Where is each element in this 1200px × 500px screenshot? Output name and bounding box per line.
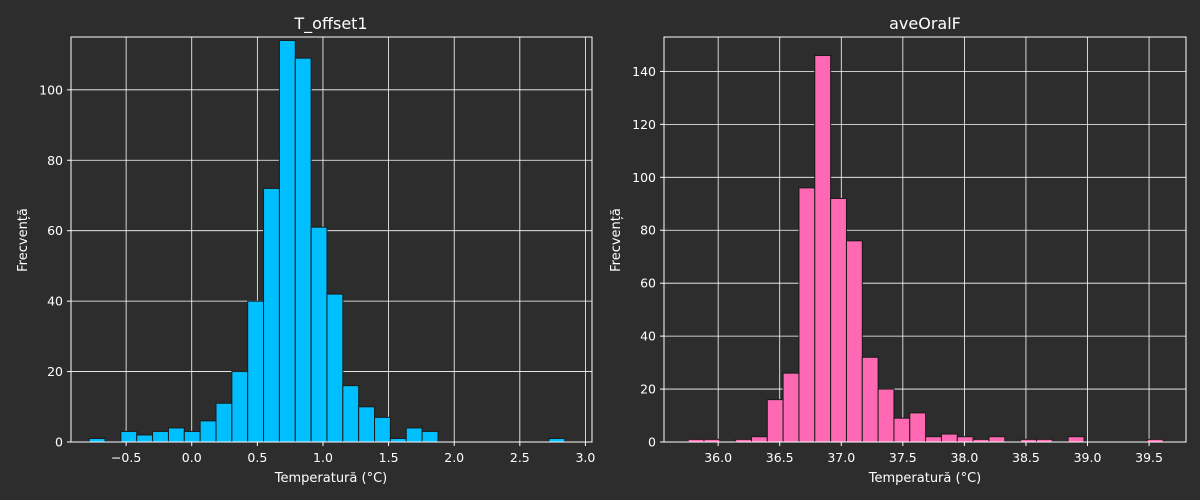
histogram-bar — [183, 430, 201, 443]
histogram-bar — [766, 399, 784, 443]
y-tick-label: 60 — [640, 276, 656, 291]
histogram-bar — [405, 427, 423, 443]
histogram-bar — [374, 416, 391, 443]
histogram-bar — [782, 372, 800, 443]
y-tick-label: 0 — [55, 435, 63, 450]
y-tick-label: 100 — [632, 170, 656, 185]
histogram-bar — [120, 430, 138, 443]
histogram-bar — [247, 300, 265, 443]
y-tick-label: 80 — [47, 153, 63, 168]
x-tick-label: 36.0 — [704, 450, 732, 465]
histogram-bar — [215, 402, 233, 443]
histogram-bar — [925, 436, 942, 443]
histogram-bar — [940, 433, 958, 443]
bars — [88, 40, 566, 443]
histogram-bar — [326, 293, 344, 443]
y-axis-title: Frecvență — [16, 208, 31, 272]
y-tick-label: 100 — [39, 82, 63, 97]
histogram-bar — [389, 437, 407, 443]
x-tick-label: 37.5 — [889, 450, 917, 465]
y-tick-label: 20 — [47, 364, 63, 379]
histogram-bar — [814, 55, 832, 443]
x-tick-label: 0.0 — [182, 450, 202, 465]
y-tick-label: 80 — [640, 223, 656, 238]
bars — [687, 55, 1164, 443]
x-tick-label: 3.0 — [575, 450, 595, 465]
y-tick-label: 140 — [632, 64, 656, 79]
axes-frame — [663, 36, 1187, 443]
histogram-bar — [877, 388, 895, 443]
x-tick-label: 0.5 — [247, 450, 267, 465]
x-tick-label: 1.5 — [379, 450, 399, 465]
x-axis-title: Temperatură (°C) — [868, 471, 981, 486]
histogram-bar — [956, 436, 974, 443]
histogram-bar — [893, 417, 911, 443]
histogram-bar — [278, 40, 296, 443]
x-tick-label: 1.0 — [313, 450, 333, 465]
histogram-bar — [988, 436, 1006, 443]
x-axis-title: Temperatură (°C) — [274, 471, 387, 486]
grid — [664, 37, 1186, 443]
y-axis-title: Frecvență — [609, 208, 624, 272]
histogram-bar — [136, 434, 154, 443]
histogram-bar — [421, 430, 439, 443]
histogram-ave-oral-f: aveOralF Temperatură (°C) Frecvență 36.0… — [609, 14, 1187, 486]
x-tick-label: 37.0 — [827, 450, 855, 465]
histogram-bar — [798, 187, 816, 443]
x-tick-label: 39.0 — [1074, 450, 1102, 465]
x-tick-label: 2.5 — [510, 450, 530, 465]
histogram-bar — [358, 406, 376, 443]
y-tick-label: 0 — [648, 435, 656, 450]
histogram-bar — [199, 420, 217, 443]
histogram-bar — [231, 371, 249, 443]
x-tick-label: 39.5 — [1135, 450, 1163, 465]
histogram-t-offset1: T_offset1 Temperatură (°C) Frecvență −0.… — [16, 14, 595, 486]
y-tick-label: 40 — [47, 294, 63, 309]
histogram-bar — [1067, 436, 1085, 443]
histogram-bar — [342, 385, 360, 443]
histogram-bar — [263, 187, 280, 443]
histogram-bar — [909, 412, 927, 443]
y-tick-label: 20 — [640, 382, 656, 397]
histogram-bar — [845, 240, 863, 443]
x-tick-label: −0.5 — [111, 450, 141, 465]
y-tick-label: 40 — [640, 329, 656, 344]
chart-title: aveOralF — [889, 14, 961, 33]
x-tick-label: 38.5 — [1012, 450, 1040, 465]
x-tick-label: 2.0 — [444, 450, 464, 465]
histogram-bar — [830, 197, 847, 443]
histogram-bar — [861, 356, 879, 443]
y-tick-label: 120 — [632, 117, 656, 132]
chart-title: T_offset1 — [293, 14, 367, 34]
histogram-bar — [750, 436, 768, 443]
histogram-bar — [310, 226, 328, 443]
x-tick-label: 36.5 — [766, 450, 794, 465]
axes-frame — [70, 36, 593, 443]
histogram-bar — [88, 437, 106, 443]
histogram-bar — [294, 57, 312, 443]
histogram-bar — [548, 437, 566, 443]
y-tick-label: 60 — [47, 223, 63, 238]
x-tick-label: 38.0 — [950, 450, 978, 465]
grid — [71, 37, 592, 443]
histogram-bar — [152, 430, 169, 443]
histogram-bar — [167, 427, 185, 443]
